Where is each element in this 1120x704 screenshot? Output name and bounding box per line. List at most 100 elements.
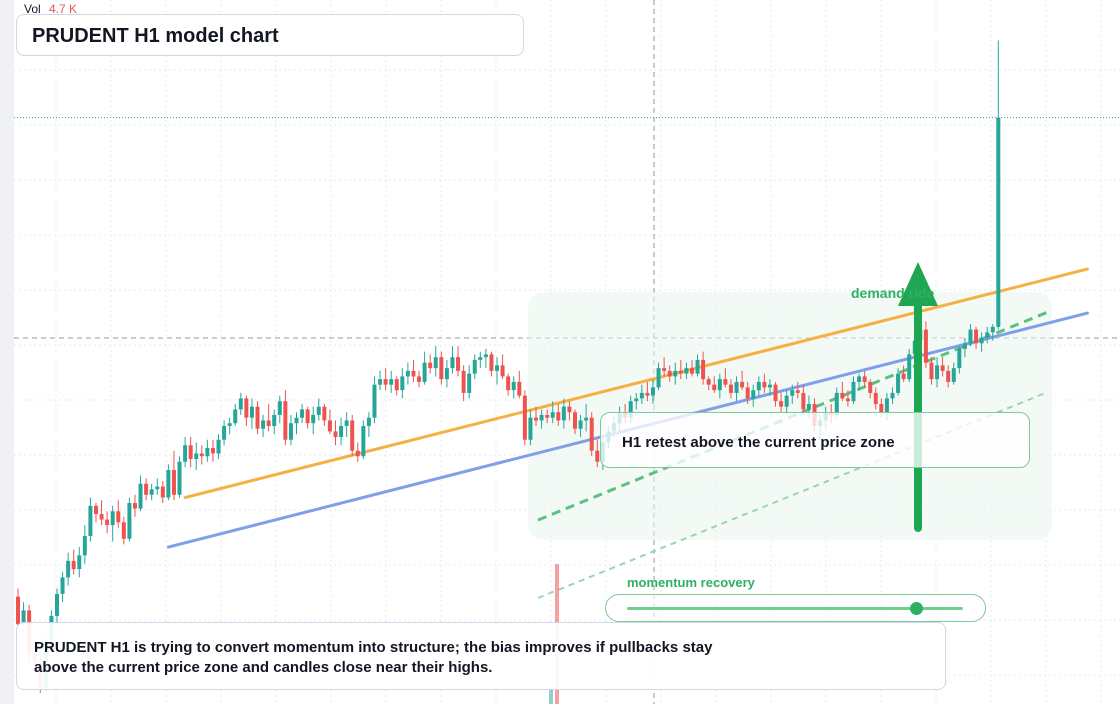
candle-body (344, 420, 349, 426)
candle (277, 395, 282, 424)
candle-body (350, 420, 355, 451)
candle (500, 354, 505, 380)
candle-body (227, 423, 232, 426)
demand-label: demand ride (851, 285, 935, 301)
title-box: PRUDENT H1 model chart (16, 14, 524, 56)
candle (439, 351, 444, 385)
candle-body (495, 365, 500, 371)
candle (940, 357, 945, 377)
candle (433, 346, 438, 377)
candle (723, 368, 728, 388)
candle-body (322, 406, 327, 421)
candle-body (327, 420, 332, 432)
candle (656, 362, 661, 391)
candle (990, 324, 995, 341)
candle-body (417, 376, 422, 382)
candle (283, 390, 288, 446)
candle (873, 387, 878, 410)
candle-body (979, 337, 984, 344)
candle (979, 332, 984, 352)
candle (483, 348, 488, 369)
candle-body (884, 398, 889, 413)
candle (684, 362, 689, 380)
candle-body (528, 417, 533, 440)
candle-body (372, 384, 377, 418)
candle (249, 398, 254, 429)
candle-body (790, 390, 795, 396)
candle (935, 357, 940, 388)
candle-body (595, 450, 600, 462)
candle (762, 373, 767, 393)
candle-body (974, 329, 979, 344)
candle-body (294, 417, 299, 424)
candle (946, 365, 951, 388)
candle-body (840, 392, 845, 399)
candle (177, 456, 182, 498)
candle (639, 384, 644, 404)
candle (82, 525, 87, 564)
candle (272, 409, 277, 435)
candle (188, 436, 193, 468)
candle-body (461, 370, 466, 393)
candle (316, 398, 321, 421)
candle-body (890, 392, 895, 399)
candle (974, 326, 979, 349)
candle-body (935, 365, 940, 380)
candle-body (896, 373, 901, 393)
candle (132, 494, 137, 517)
candle-body (639, 392, 644, 399)
candle-body (806, 403, 811, 410)
candle (155, 478, 160, 495)
candle-body (706, 379, 711, 385)
candle-body (155, 486, 160, 490)
candle (951, 362, 956, 385)
candle (506, 373, 511, 396)
candle (138, 475, 143, 512)
candle-body (272, 414, 277, 426)
candle-body (857, 376, 862, 382)
candle-body (339, 425, 344, 437)
candle-body (734, 381, 739, 393)
candle (411, 359, 416, 382)
candle-body (411, 370, 416, 377)
candle (717, 373, 722, 399)
candle-body (138, 483, 143, 509)
momentum-knob[interactable] (909, 602, 923, 615)
candle-body (60, 577, 65, 594)
candle (110, 505, 115, 542)
candle-body (149, 489, 154, 495)
candle-body (216, 439, 221, 454)
candle (996, 40, 1001, 330)
candle (678, 359, 683, 380)
candle-body (127, 503, 132, 539)
candle (261, 414, 266, 437)
candle-body (834, 392, 839, 415)
candle-body (166, 470, 171, 498)
momentum-slider[interactable] (605, 594, 986, 622)
candle-body (645, 392, 650, 396)
candle-body (539, 414, 544, 421)
candle-body (244, 398, 249, 418)
candle (561, 398, 566, 429)
candle-body (506, 376, 511, 391)
candle-body (951, 368, 956, 382)
candle (361, 420, 366, 459)
note-box: PRUDENT H1 is trying to convert momentum… (16, 622, 946, 690)
candle-body (534, 417, 539, 421)
candle-body (695, 359, 700, 374)
candle (706, 376, 711, 391)
candle (556, 403, 561, 426)
candle (105, 511, 110, 534)
candle-body (116, 511, 121, 523)
candle (305, 406, 310, 429)
candle (311, 406, 316, 435)
candle (779, 392, 784, 413)
candle (350, 414, 355, 457)
candle (116, 500, 121, 528)
candle (712, 376, 717, 393)
candle-body (121, 522, 126, 539)
candle-body (489, 354, 494, 371)
momentum-track (627, 602, 963, 615)
candle (489, 351, 494, 377)
candle (99, 500, 104, 526)
